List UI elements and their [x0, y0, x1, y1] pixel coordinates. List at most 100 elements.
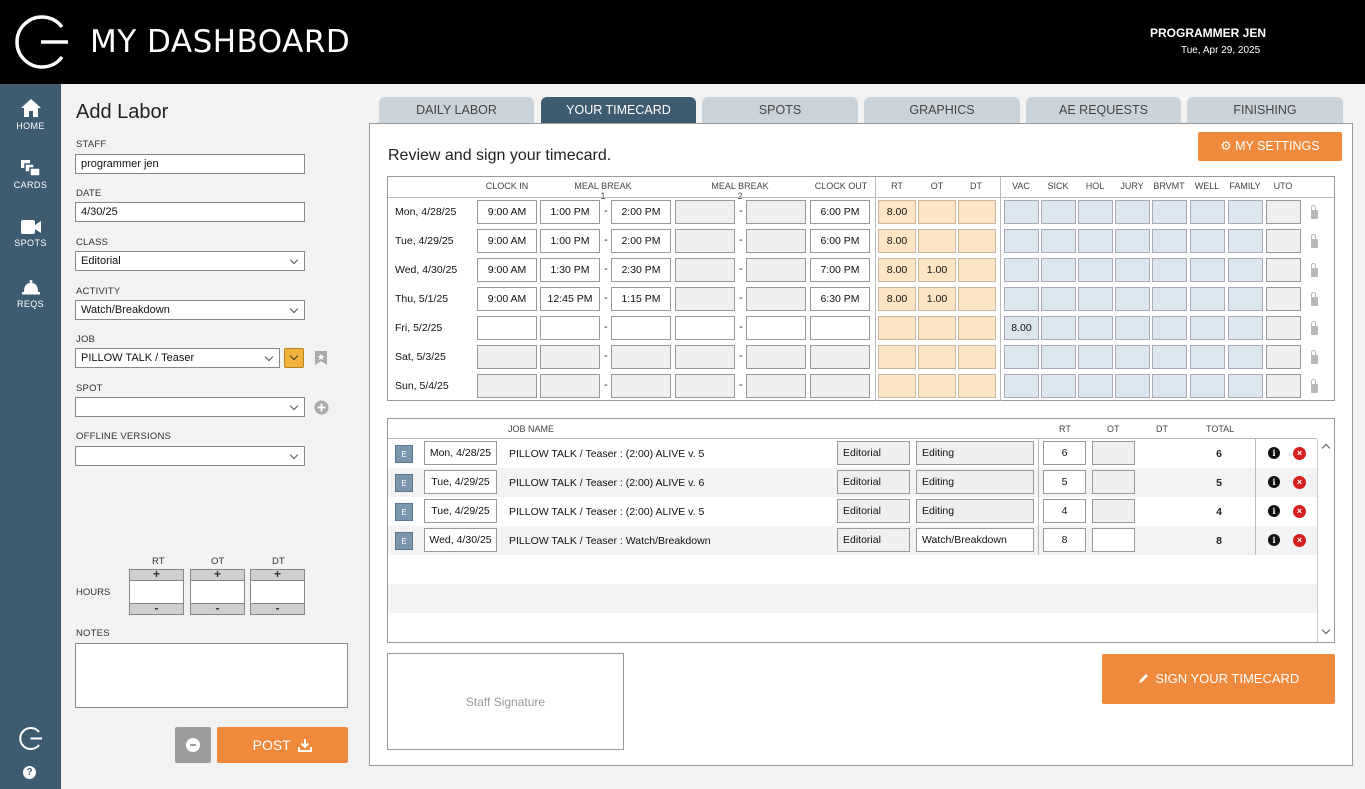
well-hours-input[interactable]	[1190, 200, 1225, 224]
sick-hours-input[interactable]	[1041, 345, 1076, 369]
meal-break-2-start-input[interactable]	[675, 287, 735, 311]
meal-break-1-end-input[interactable]	[611, 316, 671, 340]
dt-decrement-button[interactable]: -	[250, 602, 305, 615]
nav-cards[interactable]: CARDS	[0, 159, 61, 190]
family-hours-input[interactable]	[1228, 345, 1263, 369]
job-date-field[interactable]: Tue, 4/29/25	[424, 499, 497, 523]
meal-break-1-start-input[interactable]: 1:30 PM	[540, 258, 600, 282]
vac-hours-input[interactable]	[1004, 374, 1039, 398]
info-icon[interactable]: i	[1268, 447, 1280, 459]
dt-hours-input[interactable]	[250, 581, 305, 603]
family-hours-input[interactable]	[1228, 229, 1263, 253]
meal-break-1-start-input[interactable]: 12:45 PM	[540, 287, 600, 311]
clock-out-input[interactable]	[810, 345, 870, 369]
clock-in-input[interactable]	[477, 374, 537, 398]
vac-hours-input[interactable]	[1004, 287, 1039, 311]
job-ot-input[interactable]	[1092, 470, 1135, 494]
job-ot-input[interactable]	[1092, 528, 1135, 552]
meal-break-2-end-input[interactable]	[746, 229, 806, 253]
ot-decrement-button[interactable]: -	[190, 602, 245, 615]
clock-out-input[interactable]: 7:00 PM	[810, 258, 870, 282]
well-hours-input[interactable]	[1190, 345, 1225, 369]
delete-icon[interactable]: ×	[1293, 447, 1306, 460]
meal-break-2-end-input[interactable]	[746, 258, 806, 282]
job-rt-input[interactable]: 4	[1043, 499, 1086, 523]
job-rt-input[interactable]: 8	[1043, 528, 1086, 552]
rt-hours-input[interactable]	[129, 581, 184, 603]
job-class-field[interactable]: Editorial	[837, 470, 910, 494]
tab-daily-labor[interactable]: DAILY LABOR	[379, 97, 534, 124]
uto-hours-input[interactable]	[1266, 229, 1301, 253]
jury-hours-input[interactable]	[1115, 287, 1150, 311]
unlock-icon[interactable]	[1311, 234, 1318, 248]
meal-break-2-end-input[interactable]	[746, 374, 806, 398]
meal-break-2-start-input[interactable]	[675, 374, 735, 398]
job-ot-input[interactable]	[1092, 499, 1135, 523]
dt-increment-button[interactable]: +	[250, 568, 305, 581]
post-button[interactable]: POST	[217, 727, 348, 763]
uto-hours-input[interactable]	[1266, 200, 1301, 224]
nav-spots[interactable]: SPOTS	[0, 219, 61, 248]
meal-break-2-end-input[interactable]	[746, 200, 806, 224]
clock-out-input[interactable]: 6:00 PM	[810, 229, 870, 253]
meal-break-1-start-input[interactable]: 1:00 PM	[540, 200, 600, 224]
class-select[interactable]: Editorial	[75, 251, 305, 271]
jury-hours-input[interactable]	[1115, 374, 1150, 398]
rt-decrement-button[interactable]: -	[129, 602, 184, 615]
delete-icon[interactable]: ×	[1293, 534, 1306, 547]
brvmt-hours-input[interactable]	[1152, 345, 1187, 369]
meal-break-1-start-input[interactable]	[540, 316, 600, 340]
meal-break-1-end-input[interactable]	[611, 345, 671, 369]
rt-increment-button[interactable]: +	[129, 568, 184, 581]
meal-break-2-start-input[interactable]	[675, 229, 735, 253]
unlock-icon[interactable]	[1311, 205, 1318, 219]
clock-in-input[interactable]: 9:00 AM	[477, 229, 537, 253]
staff-input[interactable]: programmer jen	[75, 154, 305, 174]
hol-hours-input[interactable]	[1078, 229, 1113, 253]
jury-hours-input[interactable]	[1115, 258, 1150, 282]
meal-break-2-end-input[interactable]	[746, 287, 806, 311]
logo-small-icon[interactable]	[18, 726, 43, 751]
vac-hours-input[interactable]: 8.00	[1004, 316, 1039, 340]
hol-hours-input[interactable]	[1078, 316, 1113, 340]
nav-reqs[interactable]: REQS	[0, 279, 61, 309]
clock-in-input[interactable]	[477, 345, 537, 369]
date-input[interactable]: 4/30/25	[75, 202, 305, 222]
meal-break-2-start-input[interactable]	[675, 316, 735, 340]
clock-in-input[interactable]: 9:00 AM	[477, 287, 537, 311]
ot-hours-input[interactable]	[190, 581, 245, 603]
well-hours-input[interactable]	[1190, 374, 1225, 398]
clock-in-input[interactable]: 9:00 AM	[477, 258, 537, 282]
brvmt-hours-input[interactable]	[1152, 229, 1187, 253]
brvmt-hours-input[interactable]	[1152, 200, 1187, 224]
help-icon[interactable]: ?	[23, 766, 36, 779]
job-ot-input[interactable]	[1092, 441, 1135, 465]
sick-hours-input[interactable]	[1041, 316, 1076, 340]
job-rt-input[interactable]: 6	[1043, 441, 1086, 465]
vac-hours-input[interactable]	[1004, 345, 1039, 369]
jury-hours-input[interactable]	[1115, 345, 1150, 369]
unlock-icon[interactable]	[1311, 263, 1318, 277]
sick-hours-input[interactable]	[1041, 229, 1076, 253]
uto-hours-input[interactable]	[1266, 287, 1301, 311]
jury-hours-input[interactable]	[1115, 229, 1150, 253]
meal-break-1-end-input[interactable]: 2:00 PM	[611, 229, 671, 253]
hol-hours-input[interactable]	[1078, 287, 1113, 311]
logo-icon[interactable]	[12, 13, 70, 71]
well-hours-input[interactable]	[1190, 229, 1225, 253]
family-hours-input[interactable]	[1228, 316, 1263, 340]
meal-break-2-start-input[interactable]	[675, 345, 735, 369]
uto-hours-input[interactable]	[1266, 258, 1301, 282]
clock-in-input[interactable]	[477, 316, 537, 340]
tab-graphics[interactable]: GRAPHICS	[864, 97, 1020, 124]
bookmark-star-icon[interactable]	[314, 350, 328, 366]
notes-textarea[interactable]	[75, 643, 348, 708]
job-date-field[interactable]: Tue, 4/29/25	[424, 470, 497, 494]
family-hours-input[interactable]	[1228, 374, 1263, 398]
job-date-field[interactable]: Mon, 4/28/25	[424, 441, 497, 465]
tab-your-timecard[interactable]: YOUR TIMECARD	[541, 97, 696, 124]
hol-hours-input[interactable]	[1078, 345, 1113, 369]
family-hours-input[interactable]	[1228, 287, 1263, 311]
job-class-field[interactable]: Editorial	[837, 441, 910, 465]
family-hours-input[interactable]	[1228, 258, 1263, 282]
